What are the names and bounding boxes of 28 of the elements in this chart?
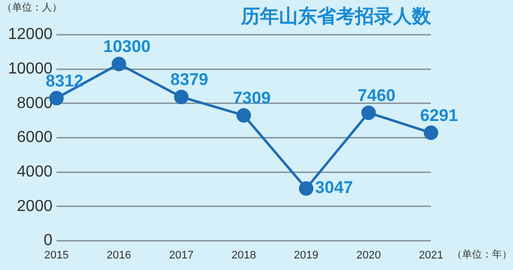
x-tick-label: 2018 — [232, 249, 256, 262]
y-tick-label: 0 — [44, 232, 53, 250]
point — [174, 90, 189, 104]
y-tick-label: 6000 — [16, 129, 53, 146]
point — [361, 105, 376, 120]
y-tick-label: 4000 — [16, 164, 53, 181]
data-label: 10300 — [103, 37, 151, 56]
point — [236, 108, 251, 123]
y-tick-label: 8000 — [16, 94, 53, 112]
x-tick-label: 2021 — [418, 249, 444, 262]
data-label: 7309 — [232, 88, 271, 108]
point — [424, 126, 438, 140]
point — [112, 56, 126, 72]
data-label: 6291 — [420, 106, 458, 125]
y-tick-label: 12000 — [8, 26, 53, 44]
x-tick-label: 2017 — [169, 249, 194, 262]
y-tick-label: 2000 — [16, 198, 53, 215]
x-tick-label: 2019 — [294, 249, 318, 262]
chart-title: 历年山东省考招录人数 — [240, 5, 432, 28]
x-tick-label: 2020 — [356, 249, 381, 262]
x-tick-label: 2016 — [106, 249, 132, 262]
data-label: 7460 — [358, 86, 396, 105]
data-label: 8379 — [170, 70, 208, 90]
data-label: 3047 — [315, 178, 353, 198]
y-axis-title: （单位：人） — [2, 2, 62, 14]
x-tick-label: 2015 — [44, 249, 69, 262]
x-axis-title: （单位：年） — [452, 248, 512, 260]
point — [298, 181, 314, 196]
